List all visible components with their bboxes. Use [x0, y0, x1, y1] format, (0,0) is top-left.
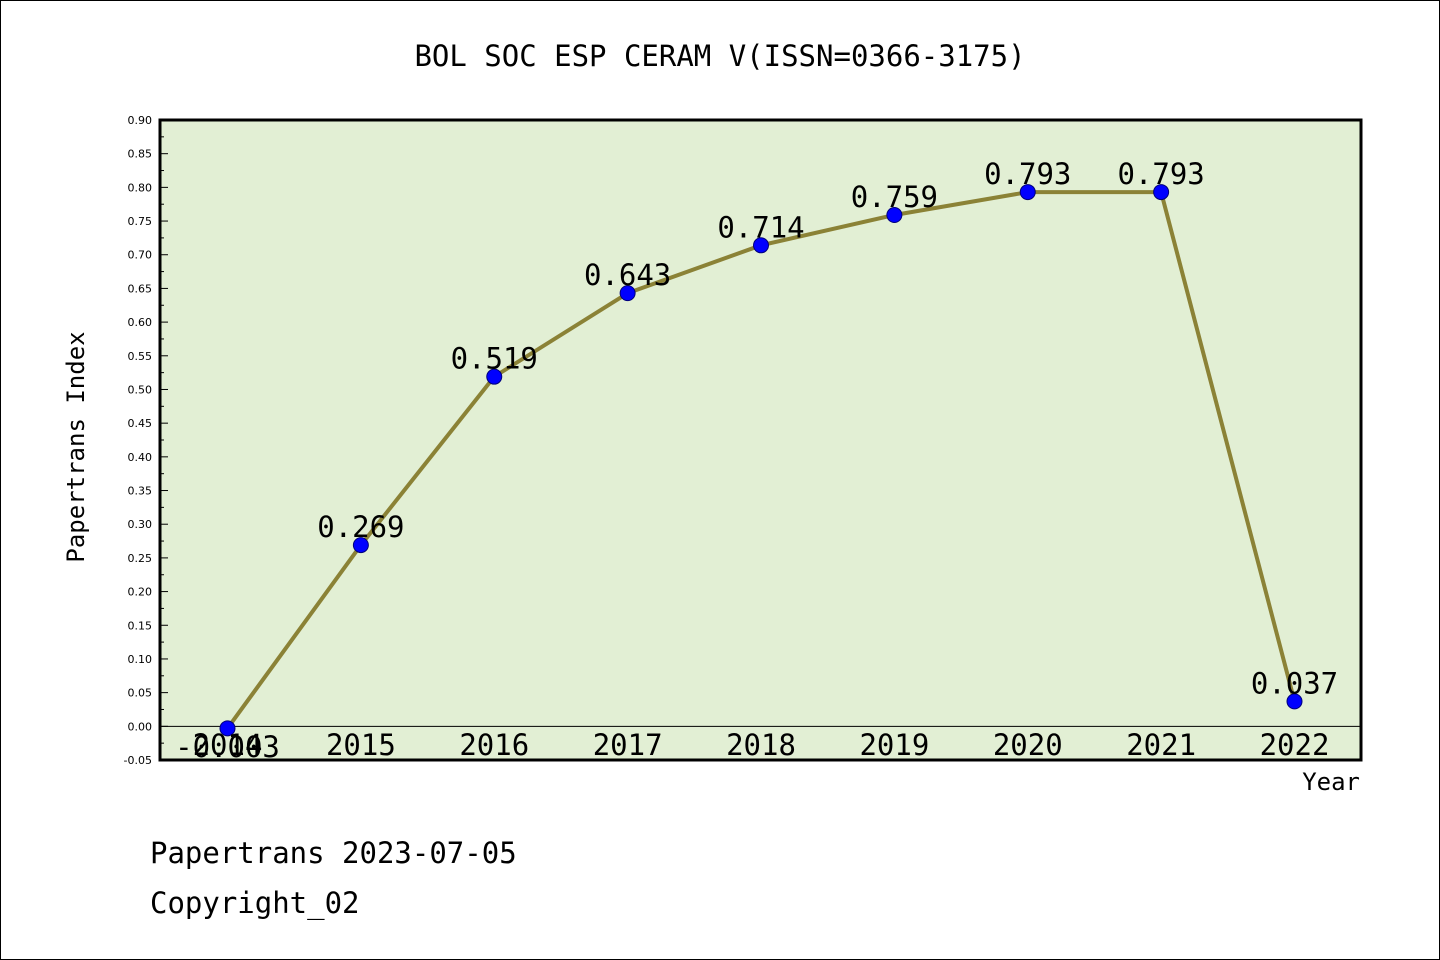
x-tick-labels: 2014 2015 2016 2017 2018 2019 2020 2021 2022 — [193, 728, 1330, 762]
plot-border — [158, 118, 1363, 762]
data-point — [219, 720, 236, 737]
y-tick-label: 0.20 — [128, 586, 153, 599]
data-point — [352, 537, 369, 554]
x-tick-label: 2015 — [326, 728, 396, 762]
x-tick-label: 2021 — [1126, 728, 1196, 762]
y-tick-label: 0.00 — [128, 720, 153, 733]
data-label: 0.269 — [317, 510, 404, 544]
data-point — [1153, 184, 1170, 201]
x-tick-label: 2019 — [859, 728, 929, 762]
y-tick-label: 0.30 — [128, 518, 153, 531]
x-tick-label: 2016 — [459, 728, 529, 762]
data-label: 0.793 — [984, 157, 1071, 191]
y-tick-label: 0.45 — [128, 417, 153, 430]
y-tick-label: 0.90 — [128, 114, 153, 127]
y-tick-label: 0.80 — [128, 181, 153, 194]
y-tick-label: 0.75 — [128, 215, 153, 228]
data-point — [486, 368, 503, 385]
x-tick-label: 2017 — [593, 728, 663, 762]
y-tick-label: 0.15 — [128, 619, 153, 632]
y-tick-label: 0.65 — [128, 282, 153, 295]
y-tick-label: 0.55 — [128, 350, 153, 363]
x-tick-label: 2022 — [1260, 728, 1330, 762]
x-tick-label: 2020 — [993, 728, 1063, 762]
data-label: 0.759 — [851, 180, 938, 214]
y-tick-label: 0.25 — [128, 552, 153, 565]
y-tick-label: 0.05 — [128, 687, 153, 700]
footer-copyright: Copyright_02 — [150, 886, 360, 920]
data-point — [886, 206, 903, 223]
y-tick-label: 0.50 — [128, 383, 153, 396]
y-tick-label: 0.40 — [128, 451, 153, 464]
y-tick-label: -0.05 — [124, 754, 152, 767]
data-label: 0.643 — [584, 258, 671, 292]
x-axis-title: Year — [1302, 768, 1360, 796]
data-point — [753, 237, 769, 254]
footer-date: Papertrans 2023-07-05 — [150, 836, 517, 870]
plot-area — [160, 120, 1361, 760]
y-tick-label: 0.70 — [128, 249, 153, 262]
y-tick-label: 0.35 — [128, 485, 153, 498]
y-tick-label: 0.10 — [128, 653, 153, 666]
data-point — [1286, 693, 1303, 710]
data-label: 0.037 — [1251, 666, 1338, 700]
data-label: 0.519 — [451, 342, 538, 376]
x-tick-label: 2014 — [193, 728, 263, 762]
y-axis-title: Papertrans Index — [62, 331, 90, 562]
data-point — [1019, 184, 1036, 201]
y-tick-label: 0.85 — [128, 148, 153, 161]
x-tick-label: 2018 — [726, 728, 796, 762]
data-label: 0.714 — [717, 210, 804, 244]
data-label: -0.003 — [175, 730, 280, 764]
y-tick-label: 0.60 — [128, 316, 153, 329]
data-point — [619, 285, 636, 302]
data-label: 0.793 — [1117, 157, 1204, 191]
data-labels: -0.003 0.269 0.519 0.643 0.714 0.759 0.793 0.79… — [175, 157, 1338, 764]
series-markers — [219, 184, 1303, 737]
chart-title: BOL SOC ESP CERAM V(ISSN=0366-3175) — [414, 39, 1025, 73]
